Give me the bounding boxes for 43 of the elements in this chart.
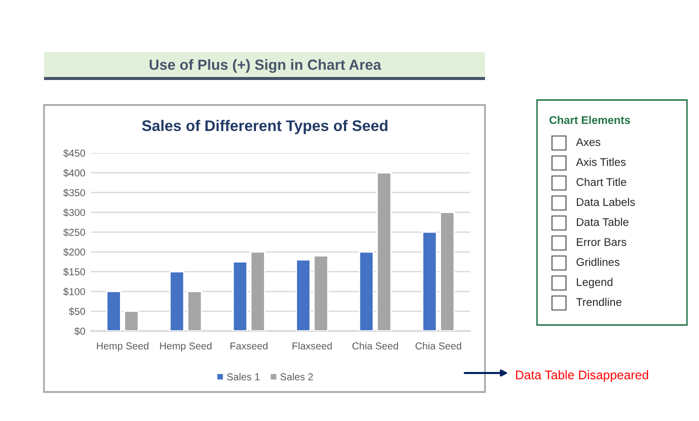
y-tick-label: $50 <box>68 307 86 316</box>
y-tick-label: $200 <box>63 248 86 256</box>
x-tick-label: Chia Seed <box>352 342 398 350</box>
text: Gridlines <box>576 258 620 266</box>
y-tick-label: $300 <box>63 208 86 217</box>
text: Trendline <box>576 298 622 306</box>
bar <box>422 231 438 331</box>
x-tick-label: Flaxseed <box>292 342 332 350</box>
y-tick-label: $0 <box>74 327 86 336</box>
text: Use of Plus (+) Sign in Chart Area <box>150 59 382 73</box>
text: Chart Title <box>576 178 626 186</box>
text: Chart Elements <box>549 116 630 124</box>
bar <box>440 212 455 331</box>
x-tick-label: Chia Seed <box>416 342 462 350</box>
x-tick-label: Faxseed <box>230 342 268 350</box>
bar <box>358 251 374 331</box>
x-tick-label: Hemp Seed <box>160 342 212 352</box>
bar <box>186 290 202 331</box>
text: Legend <box>576 278 612 288</box>
text: Error Bars <box>576 238 626 246</box>
bar <box>250 251 266 331</box>
y-tick-label: $450 <box>63 149 86 158</box>
legend-label: Sales 1 <box>227 373 260 380</box>
bar <box>296 259 311 331</box>
x-tick-label: Hemp Seed <box>97 342 148 352</box>
bar <box>313 255 329 331</box>
bar <box>169 270 185 331</box>
bar <box>232 261 248 331</box>
y-tick-label: $400 <box>63 169 86 178</box>
text: Data Table <box>576 218 628 226</box>
text: Data Labels <box>576 198 635 206</box>
chart-title: Sales of Differerent Types of Seed <box>142 120 388 134</box>
y-tick-label: $350 <box>63 188 86 197</box>
y-tick-label: $150 <box>63 268 86 276</box>
bar <box>376 172 392 331</box>
text: Axis Titles <box>576 158 626 166</box>
bar <box>106 290 122 331</box>
legend-label: Sales 2 <box>280 373 313 380</box>
bar <box>124 310 140 331</box>
text: Data Table Disappeared <box>516 370 648 382</box>
y-tick-label: $100 <box>63 288 86 296</box>
text: Axes <box>576 138 600 146</box>
y-tick-label: $250 <box>63 228 86 236</box>
